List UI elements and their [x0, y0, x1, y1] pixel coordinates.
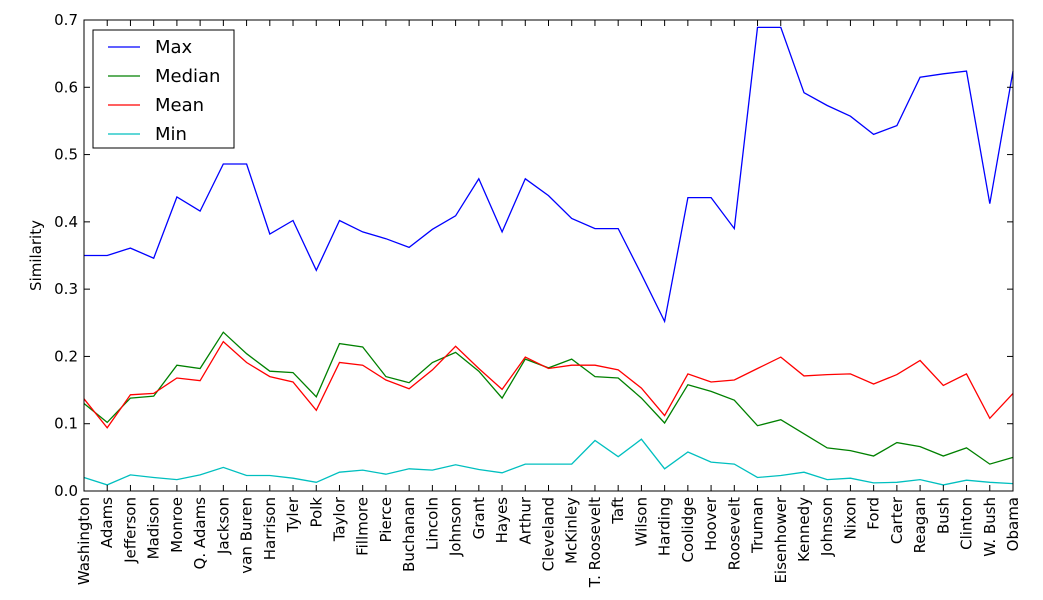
series-line-min: [83, 438, 1014, 486]
legend-label-median: Median: [155, 66, 220, 87]
series-line-max: [84, 26, 1014, 324]
x-tick-label: Taylor: [330, 496, 348, 542]
x-tick-label: Madison: [145, 497, 163, 559]
x-tick-label: Harding: [656, 497, 674, 556]
x-tick-label: Q. Adams: [191, 497, 209, 570]
x-tick-label: Adams: [98, 497, 116, 548]
x-tick-label: Obama: [1004, 497, 1022, 551]
x-tick-label: Lincoln: [423, 497, 441, 550]
x-tick-label: Kennedy: [795, 497, 813, 562]
x-tick-label: Arthur: [516, 496, 534, 544]
x-tick-label: Roosevelt: [725, 497, 743, 570]
x-tick-label: T. Roosevelt: [586, 497, 604, 588]
ticks-layer: 0.0 0.1 0.2 0.3 0.4 0.5 0.6 0.7 Washington Adams J…: [54, 11, 1022, 588]
x-tick-label: McKinley: [563, 497, 581, 564]
legend-box: [92, 29, 235, 149]
x-tick-label: Wilson: [632, 497, 650, 546]
x-tick-label: Nixon: [841, 497, 859, 540]
legend-label-min: Min: [155, 124, 187, 145]
y-tick-label: 0.0: [54, 482, 78, 500]
x-tick-label: Reagan: [911, 497, 929, 553]
x-tick-label: W. Bush: [981, 497, 999, 557]
x-tick-label: Coolidge: [679, 497, 697, 562]
legend-label-max: Max: [155, 37, 193, 58]
x-tick-label: Hayes: [493, 497, 511, 544]
y-axis-label: Similarity: [27, 220, 45, 291]
x-tick-label: Pierce: [377, 497, 395, 542]
y-tick-label: 0.4: [54, 213, 78, 231]
y-tick-label: 0.3: [54, 280, 78, 298]
x-tick-label: Washington: [75, 497, 93, 585]
x-tick-label: Monroe: [168, 497, 186, 553]
series-layer: [83, 26, 1014, 486]
y-tick-label: 0.2: [54, 347, 78, 365]
x-tick-label: Hoover: [702, 496, 720, 551]
y-tick-label: 0.1: [54, 415, 78, 433]
x-tick-label: Ford: [865, 497, 883, 530]
series-line-median: [83, 331, 1014, 465]
x-tick-label: Jackson: [214, 497, 232, 555]
x-tick-label: Fillmore: [354, 497, 372, 556]
x-tick-label: Carter: [888, 496, 906, 544]
x-tick-label: Taft: [609, 497, 627, 525]
x-tick-label: Eisenhower: [772, 496, 790, 583]
x-tick-label: Jefferson: [121, 497, 139, 564]
x-tick-label: Johnson: [447, 497, 465, 557]
x-tick-label: Johnson: [818, 497, 836, 557]
y-tick-label: 0.7: [54, 11, 78, 29]
x-tick-label: Harrison: [261, 497, 279, 560]
x-tick-label: van Buren: [238, 497, 256, 574]
x-tick-label: Polk: [307, 497, 325, 528]
y-tick-label: 0.6: [54, 78, 78, 96]
series-line-mean: [83, 340, 1014, 429]
x-tick-label: Tyler: [284, 496, 302, 533]
x-tick-label: Truman: [749, 497, 767, 554]
x-tick-label: Grant: [470, 497, 488, 539]
legend-label-mean: Mean: [155, 95, 204, 116]
legend: Max Median Mean Min: [92, 29, 235, 149]
x-tick-label: Cleveland: [540, 497, 558, 571]
x-tick-label: Buchanan: [400, 497, 418, 572]
x-tick-label: Bush: [934, 497, 952, 534]
y-tick-label: 0.5: [54, 146, 78, 164]
x-tick-label: Clinton: [958, 497, 976, 550]
